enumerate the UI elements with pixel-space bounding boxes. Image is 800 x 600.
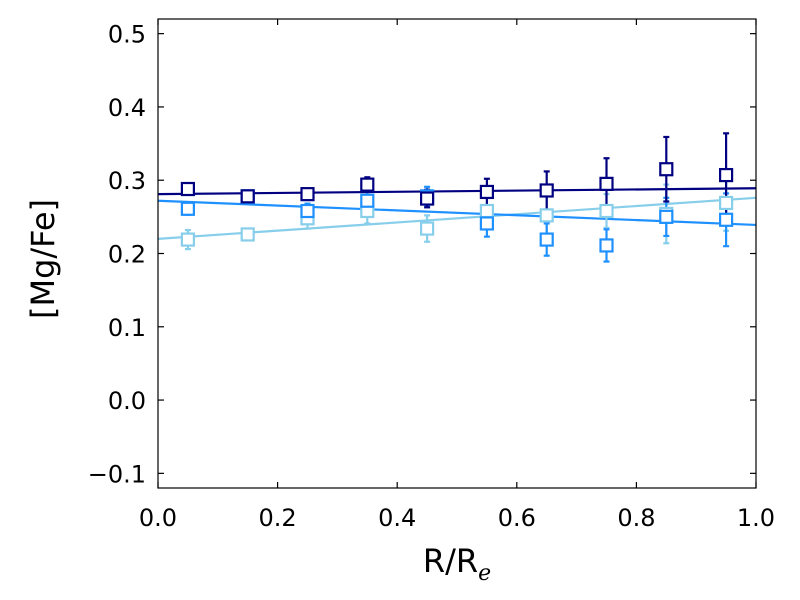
plot-frame [157, 18, 757, 489]
x-tick-label-4: 0.8 [617, 504, 655, 532]
y-tick-label-6: 0.5 [108, 21, 146, 49]
fit-line-0 [157, 196, 757, 240]
data-point-s2-6 [539, 183, 554, 198]
data-point-s0-0 [180, 232, 195, 247]
fit-lines [157, 187, 757, 240]
data-point-s2-2 [300, 187, 315, 202]
x-tick-label-1: 0.2 [259, 504, 297, 532]
data-point-s1-7 [599, 238, 614, 253]
data-point-s1-5 [479, 216, 494, 231]
y-tick-label-3: 0.2 [108, 241, 146, 269]
data-point-s2-8 [659, 162, 674, 177]
y-tick-label-2: 0.1 [108, 314, 146, 342]
data-point-s1-6 [539, 232, 554, 247]
error-bars [184, 132, 730, 263]
data-point-s2-0 [180, 181, 195, 197]
x-axis-label: R/Re [423, 542, 491, 586]
data-point-s2-4 [420, 191, 435, 206]
data-point-s1-8 [659, 209, 674, 224]
fit-line-2 [157, 187, 757, 196]
data-point-s2-1 [240, 189, 255, 204]
x-tick-label-0: 0.0 [139, 504, 177, 532]
x-axis-label-subscript: e [478, 561, 491, 586]
x-tick-label-2: 0.4 [378, 504, 416, 532]
y-axis-label: [Mg/Fe] [24, 199, 62, 319]
y-tick-label-5: 0.4 [108, 94, 146, 122]
data-point-s0-9 [718, 195, 734, 211]
data-point-s2-3 [360, 177, 375, 192]
tick-labels: 0.0 0.2 0.4 0.6 0.8 1.0 −0.1 0.0 0.1 0.2 0.3 0.4 0.5 [88, 21, 775, 532]
data-point-s0-5 [479, 203, 494, 219]
data-point-s0-1 [240, 227, 255, 242]
data-point-s1-0 [180, 201, 195, 216]
x-axis-label-main: R/R [423, 542, 478, 580]
data-point-s1-2 [300, 203, 315, 219]
data-point-s0-4 [420, 221, 435, 236]
data-point-s0-7 [599, 203, 614, 219]
fit-line-1 [157, 199, 757, 227]
data-point-s2-5 [479, 184, 494, 200]
y-tick-label-1: 0.0 [108, 387, 146, 415]
x-tick-label-3: 0.6 [498, 504, 536, 532]
x-tick-label-5: 1.0 [737, 504, 775, 532]
y-tick-label-0: −0.1 [88, 460, 146, 488]
data-point-s2-9 [718, 167, 734, 183]
data-points [180, 162, 734, 253]
y-tick-label-4: 0.3 [108, 167, 146, 195]
data-point-s0-6 [539, 208, 554, 223]
data-point-s1-3 [360, 193, 375, 208]
axis-ticks [157, 19, 757, 488]
data-point-s2-7 [599, 176, 614, 191]
data-point-s1-9 [718, 212, 734, 227]
